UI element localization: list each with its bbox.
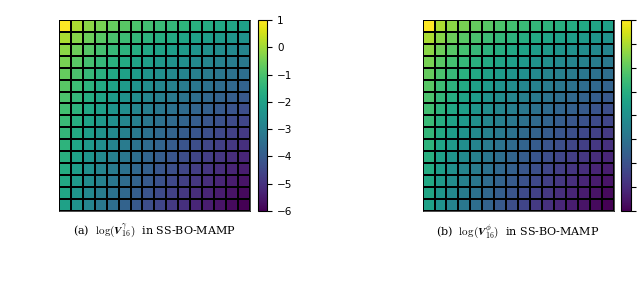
Text: (b)  $\log(\boldsymbol{V}_{16}^{\phi})$  in SS-BO-MAMP: (b) $\log(\boldsymbol{V}_{16}^{\phi})$ i… [436, 222, 600, 241]
Text: (a)  $\log(\boldsymbol{V}_{16}^{\gamma})$  in SS-BO-MAMP: (a) $\log(\boldsymbol{V}_{16}^{\gamma})$… [73, 222, 236, 239]
